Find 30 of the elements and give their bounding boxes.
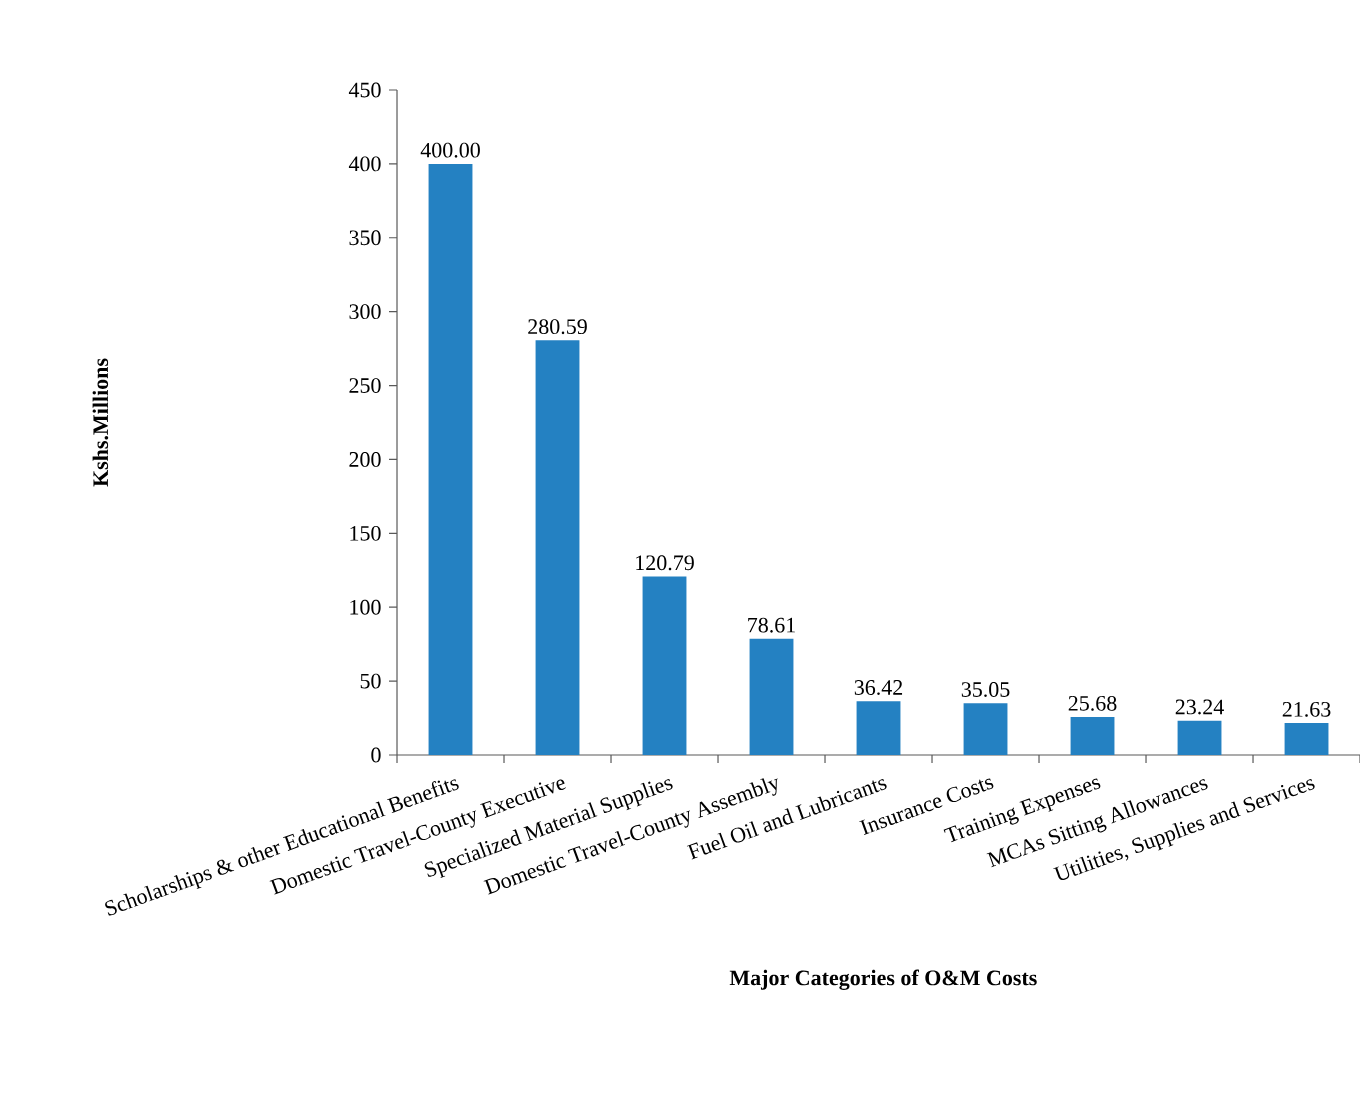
bar: [1284, 723, 1329, 755]
y-tick-label: 300: [349, 304, 381, 320]
data-label: 21.63: [1282, 701, 1331, 717]
data-label: 400.00: [420, 142, 480, 158]
bar: [856, 701, 901, 755]
data-label: 25.68: [1068, 695, 1117, 711]
y-tick-label: 0: [371, 747, 381, 763]
bar: [642, 576, 687, 755]
bar: [535, 340, 580, 755]
y-tick-label: 50: [360, 673, 381, 689]
data-label: 36.42: [854, 680, 903, 695]
data-label: 78.61: [748, 617, 795, 633]
data-label: 120.79: [636, 555, 694, 571]
y-tick-label: 100: [350, 599, 381, 615]
data-label: 23.24: [1175, 699, 1224, 715]
bar: [1177, 720, 1222, 755]
y-tick-label: 150: [350, 525, 381, 541]
bar: [749, 638, 794, 755]
bar: [428, 163, 473, 755]
bar: [963, 703, 1008, 755]
y-tick-label: 450: [348, 82, 381, 98]
y-tick-label: 400: [348, 156, 381, 172]
x-axis-title: Major Categories of O&M Costs: [729, 969, 1037, 990]
y-tick-label: 350: [349, 230, 381, 246]
y-tick-label: 200: [349, 452, 381, 467]
y-axis-title: Kshs.Millions: [92, 358, 109, 487]
bar: [1070, 717, 1115, 755]
data-label: 280.59: [528, 319, 587, 335]
data-label: 35.05: [961, 682, 1010, 697]
y-tick-label: 250: [349, 378, 381, 393]
